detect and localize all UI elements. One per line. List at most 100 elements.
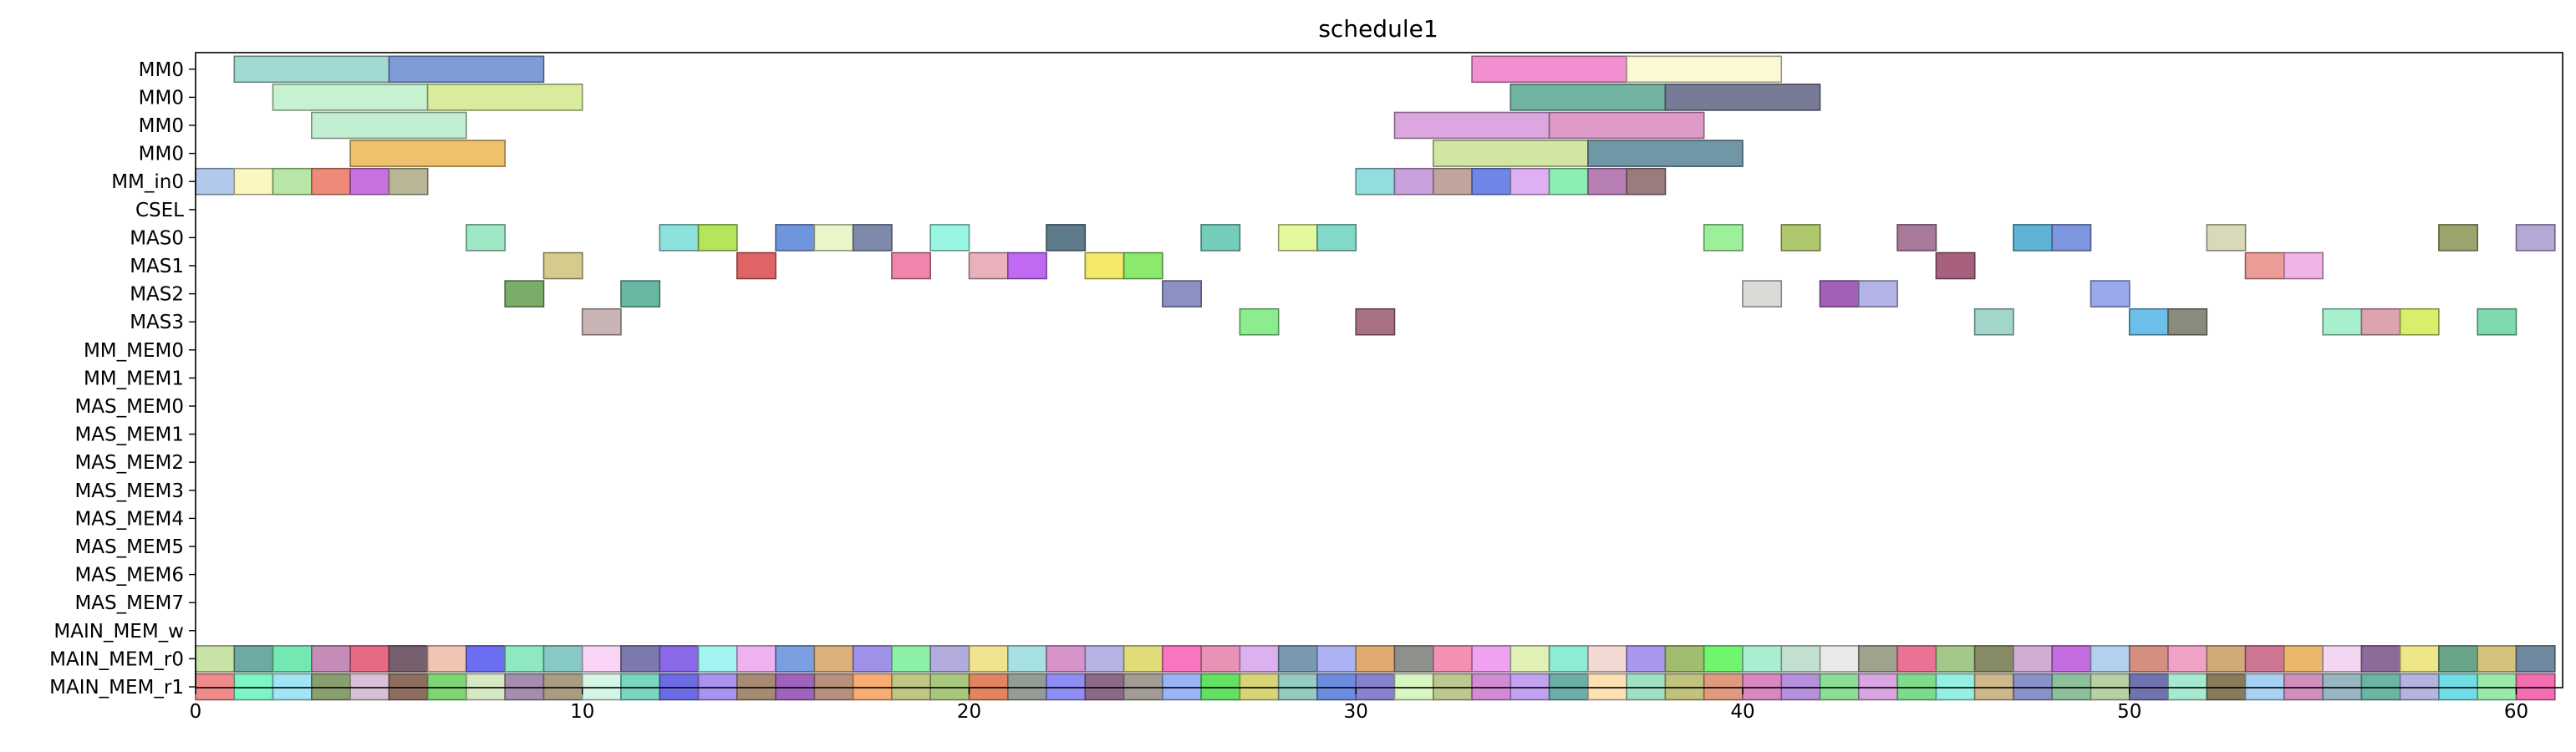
task-bar xyxy=(1355,167,1396,196)
task-bar xyxy=(1587,673,1628,701)
task-bar xyxy=(1858,673,1898,701)
task-bar xyxy=(2051,673,2092,701)
x-tick-label: 40 xyxy=(1730,701,1754,723)
task-bar xyxy=(2438,673,2478,701)
task-bar xyxy=(813,673,854,701)
x-tick-label: 30 xyxy=(1344,701,1368,723)
task-bar xyxy=(195,167,236,196)
task-bar xyxy=(2515,224,2556,252)
y-tick-label: CSEL xyxy=(135,200,184,221)
task-bar xyxy=(2477,307,2517,336)
task-bar xyxy=(1007,252,1047,280)
task-bar xyxy=(2167,307,2208,336)
task-bar xyxy=(1200,224,1241,252)
task-bar xyxy=(736,673,776,701)
task-bar xyxy=(2013,645,2053,673)
task-bar xyxy=(349,167,390,196)
y-tick-label: MAS_MEM7 xyxy=(74,592,184,614)
task-bar xyxy=(581,645,622,673)
task-bar xyxy=(2477,673,2517,701)
task-bar xyxy=(1277,224,1318,252)
task-bars xyxy=(195,55,2556,701)
task-bar xyxy=(891,673,932,701)
task-bar xyxy=(620,280,661,307)
task-bar xyxy=(1858,280,1898,307)
task-bar xyxy=(388,645,429,673)
task-bar xyxy=(1973,645,2014,673)
task-bar xyxy=(195,673,236,701)
task-bar xyxy=(1896,673,1937,701)
task-bar xyxy=(1703,673,1744,701)
task-bar xyxy=(1316,673,1357,701)
x-tick-label: 10 xyxy=(570,701,594,723)
task-bar xyxy=(929,645,970,673)
task-bar xyxy=(272,645,313,673)
task-bar xyxy=(1935,673,1976,701)
task-bar xyxy=(2438,645,2478,673)
task-bar xyxy=(1509,645,1550,673)
y-tick-label: MAS_MEM6 xyxy=(74,565,184,587)
task-bar xyxy=(775,673,816,701)
y-tick-label: MAIN_MEM_w xyxy=(53,621,184,643)
task-bar xyxy=(310,645,351,673)
task-bar xyxy=(426,673,467,701)
row-labels: MM0 MM0 MM0 MM0 MM_in0 CSEL MAS0 MAS1 MAS2 MAS3 MM… xyxy=(49,59,196,699)
task-bar xyxy=(1393,673,1434,701)
task-bar xyxy=(504,673,545,701)
task-bar xyxy=(2283,252,2324,280)
task-bar xyxy=(1007,673,1047,701)
task-bar xyxy=(1587,645,1628,673)
task-bar xyxy=(1162,673,1203,701)
task-bar xyxy=(2128,645,2169,673)
task-bar xyxy=(272,673,313,701)
chart-title: schedule1 xyxy=(1318,15,1438,43)
task-bar xyxy=(2360,307,2401,336)
task-bar xyxy=(1703,645,1744,673)
task-bar xyxy=(1084,252,1125,280)
task-bar xyxy=(1819,645,1860,673)
task-bar xyxy=(581,673,622,701)
task-bar xyxy=(2167,645,2208,673)
task-bar xyxy=(2128,673,2169,701)
task-bar xyxy=(2399,307,2440,336)
y-tick-label: MAS0 xyxy=(130,227,184,249)
task-bar xyxy=(2515,673,2556,701)
y-tick-label: MM0 xyxy=(139,115,184,137)
task-bar xyxy=(736,252,776,280)
task-bar xyxy=(349,140,507,167)
task-bar xyxy=(852,224,893,252)
x-tick-label: 60 xyxy=(2504,701,2528,723)
y-tick-label: MM0 xyxy=(139,59,184,81)
task-bar xyxy=(1973,307,2014,336)
task-bar xyxy=(310,111,467,140)
task-bar xyxy=(1162,280,1203,307)
task-bar xyxy=(1780,645,1821,673)
task-bar xyxy=(1509,673,1550,701)
task-bar xyxy=(1509,84,1667,111)
task-bar xyxy=(2399,645,2440,673)
task-bar xyxy=(1239,645,1280,673)
task-bar xyxy=(1587,140,1744,167)
task-bar xyxy=(659,645,700,673)
task-bar xyxy=(1742,645,1783,673)
task-bar xyxy=(852,645,893,673)
task-bar xyxy=(1471,55,1627,84)
task-bar xyxy=(929,224,970,252)
task-bar xyxy=(1548,167,1589,196)
task-bar xyxy=(388,55,545,84)
task-bar xyxy=(1046,645,1087,673)
y-tick-label: MAS_MEM1 xyxy=(74,424,184,446)
task-bar xyxy=(775,224,816,252)
task-bar xyxy=(1664,673,1705,701)
task-bar xyxy=(233,645,274,673)
task-bar xyxy=(2090,280,2131,307)
task-bar xyxy=(542,645,583,673)
task-bar xyxy=(813,224,854,252)
task-bar xyxy=(1819,280,1860,307)
task-bar xyxy=(2128,307,2169,336)
task-bar xyxy=(349,673,390,701)
task-bar xyxy=(2283,673,2324,701)
task-bar xyxy=(968,645,1009,673)
task-bar xyxy=(1471,645,1512,673)
